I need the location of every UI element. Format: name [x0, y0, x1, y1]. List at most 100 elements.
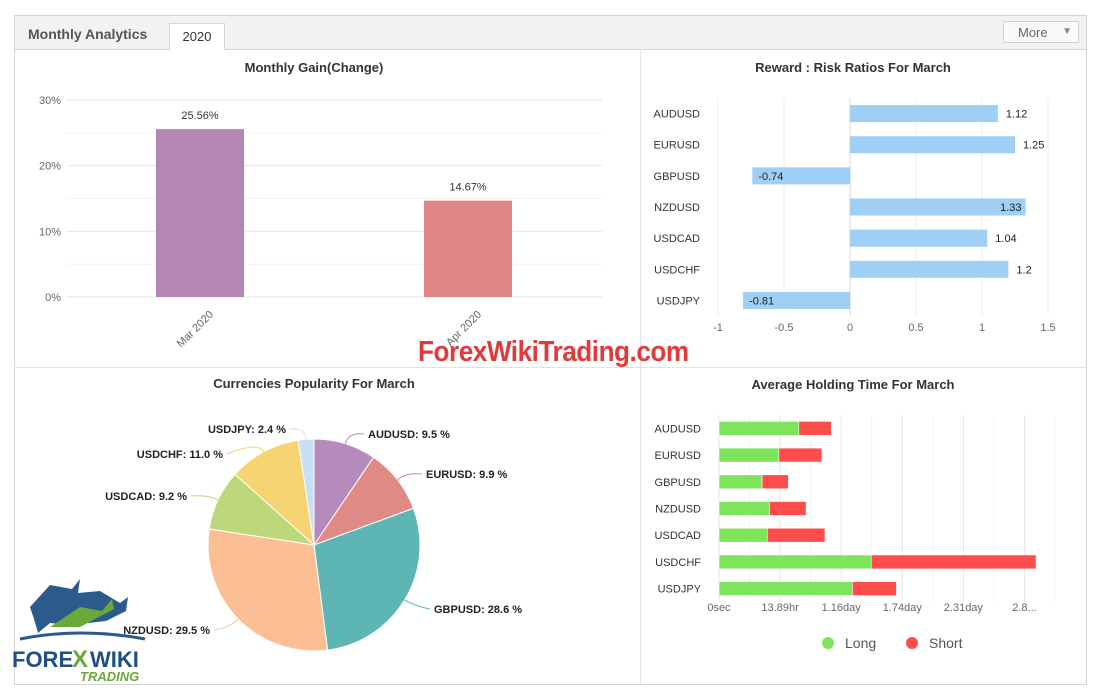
bar-segment: [718, 527, 768, 543]
x-tick-label: 0sec: [707, 602, 731, 614]
more-dropdown[interactable]: More ▼: [1003, 21, 1079, 43]
bar-segment: [718, 474, 763, 490]
bar: [743, 291, 850, 309]
bar: [850, 229, 988, 247]
pie-slice: [313, 507, 421, 651]
pie-slice: [207, 528, 329, 652]
y-tick-label: 0%: [45, 292, 61, 304]
bar-segment: [761, 474, 789, 490]
logo-word-wiki: WIKI: [90, 647, 139, 672]
x-tick-label: 0: [847, 322, 853, 334]
x-tick-label: -0.5: [775, 322, 794, 334]
pie-label: GBPUSD: 28.6 %: [434, 604, 522, 616]
watermark-text: ForexWikiTrading.com: [418, 336, 689, 368]
pie-slice: [234, 439, 315, 547]
pie-label: USDCAD: 9.2 %: [105, 491, 187, 503]
bar-segment: [718, 581, 853, 596]
bar-segment: [852, 581, 897, 596]
monthly-gain-chart: Monthly Gain(Change) 0% 10% 20% 30% 25.56% Ma…: [39, 60, 602, 350]
legend-label: Long: [845, 635, 876, 651]
bar-segment: [870, 554, 1037, 570]
bar-segment: [718, 554, 872, 570]
pie-label: EURUSD: 9.9 %: [426, 469, 508, 481]
x-tick-label: 13.89hr: [761, 602, 799, 614]
logo-sub: TRADING: [80, 669, 139, 682]
currency-popularity-chart: Currencies Popularity For March AUDUSD: …: [105, 376, 522, 652]
panel-header: Monthly Analytics 2020 More ▼: [15, 16, 1086, 50]
chart-title: Reward : Risk Ratios For March: [755, 60, 951, 75]
x-tick-label: 1.16day: [822, 602, 862, 614]
y-tick-label: 20%: [39, 161, 61, 173]
chevron-down-icon: ▼: [1062, 26, 1072, 37]
x-tick-label: 1.74day: [883, 602, 923, 614]
x-tick-label: 2.8...: [1012, 602, 1036, 614]
holding-time-chart: Average Holding Time For March 0sec 13.89…: [655, 377, 1056, 651]
x-tick-label: 2.31day: [944, 602, 984, 614]
y-tick-label: USDJPY: [658, 584, 702, 596]
pie-label: USDJPY: 2.4 %: [208, 424, 286, 436]
bar-value-label: 14.67%: [449, 182, 487, 194]
y-tick-label: EURUSD: [655, 450, 702, 462]
legend-marker: [822, 637, 834, 649]
bar-value-label: 25.56%: [181, 110, 219, 122]
pie-label: AUDUSD: 9.5 %: [368, 429, 450, 441]
horizontal-divider: [15, 367, 1086, 368]
legend-label: Short: [929, 635, 963, 651]
monthly-analytics-panel: Monthly Analytics 2020 More ▼: [14, 15, 1087, 685]
bar-value-label: 1.33: [1000, 202, 1021, 214]
legend-marker: [906, 637, 918, 649]
x-tick-label: 1: [979, 322, 985, 334]
pie-connector: [213, 618, 239, 631]
logo-x-letter: X: [72, 646, 88, 673]
bar: [850, 136, 1015, 154]
x-tick-label: Mar 2020: [175, 309, 216, 350]
y-tick-label: AUDUSD: [655, 423, 702, 435]
chart-title: Average Holding Time For March: [752, 377, 955, 392]
pie-connector: [226, 446, 265, 455]
pie-slice: [297, 438, 315, 546]
bar: [424, 200, 512, 297]
bar-segment: [778, 447, 823, 463]
reward-risk-chart: Reward : Risk Ratios For March -1 -0.5 0 0.…: [654, 60, 1056, 334]
pie-label: NZDUSD: 29.5 %: [123, 625, 210, 637]
logo-word-forex: FORE: [12, 647, 73, 672]
chart-title: Monthly Gain(Change): [245, 60, 384, 75]
y-tick-label: NZDUSD: [655, 504, 701, 516]
pie-connector: [404, 599, 431, 610]
bar-value-label: -0.74: [758, 171, 783, 183]
bar: [752, 167, 850, 185]
bar-segment: [718, 447, 780, 463]
y-tick-label: USDJPY: [657, 295, 701, 307]
y-tick-label: AUDUSD: [654, 109, 701, 121]
y-tick-label: USDCAD: [654, 233, 701, 245]
bar-segment: [718, 501, 770, 516]
y-tick-label: USDCHF: [655, 557, 701, 569]
bar-segment: [769, 501, 807, 516]
pie-connector: [190, 495, 219, 501]
pie-label: USDCHF: 11.0 %: [137, 449, 223, 461]
bar-segment: [798, 421, 832, 436]
bar-segment: [718, 421, 800, 436]
y-tick-label: USDCHF: [654, 264, 700, 276]
bar-segment: [766, 527, 826, 543]
forexwiki-logo: FORE X WIKI TRADING: [12, 579, 146, 682]
y-tick-label: 10%: [39, 226, 61, 238]
y-tick-label: EURUSD: [654, 140, 701, 152]
more-label: More: [1018, 25, 1048, 40]
y-tick-label: GBPUSD: [655, 477, 702, 489]
y-tick-label: 30%: [39, 95, 61, 107]
bar-value-label: 1.12: [1006, 109, 1027, 121]
tab-2020[interactable]: 2020: [169, 23, 225, 50]
bar: [850, 105, 998, 123]
pie-connector: [344, 433, 365, 444]
x-tick-label: 0.5: [908, 322, 923, 334]
y-tick-label: GBPUSD: [654, 171, 701, 183]
pie-connector: [289, 428, 307, 440]
pie-connector: [397, 473, 423, 481]
x-tick-label: -1: [713, 322, 723, 334]
bar: [156, 129, 244, 297]
bar: [850, 260, 1009, 278]
bar-value-label: 1.25: [1023, 140, 1044, 152]
x-tick-label: 1.5: [1040, 322, 1055, 334]
